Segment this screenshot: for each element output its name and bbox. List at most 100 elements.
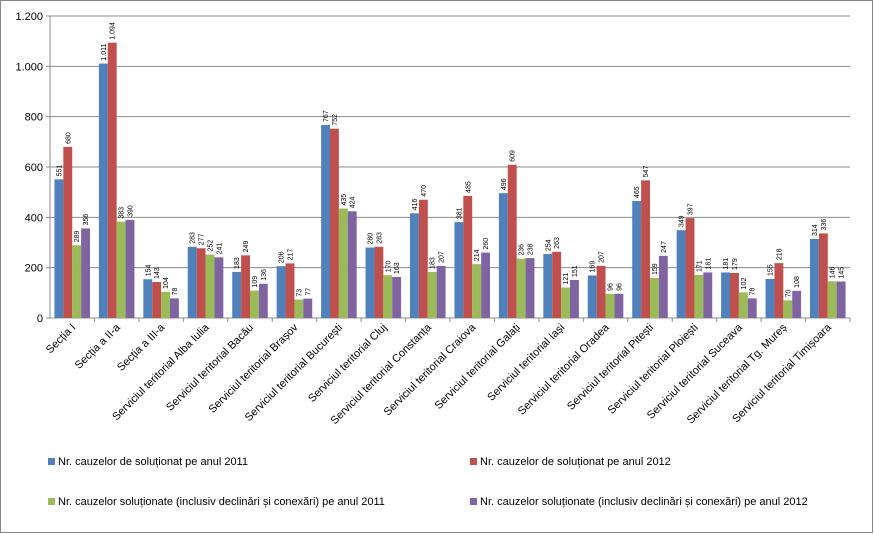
data-label: 551 [56,165,63,177]
bar [54,179,64,318]
bar [614,293,624,318]
data-label: 336 [821,219,828,231]
data-label: 277 [199,234,206,246]
data-label: 397 [688,203,695,215]
bar [596,265,606,318]
data-label: 183 [430,257,437,269]
data-label: 767 [323,110,330,122]
bar [258,283,268,318]
y-tick-label: 1.000 [15,61,43,73]
data-label: 145 [839,267,846,279]
bar [703,272,713,318]
data-label: 70 [785,289,792,297]
bar [321,124,330,318]
y-tick-label: 600 [25,162,43,174]
data-label: 547 [643,166,650,178]
data-label: 465 [634,186,641,198]
bar [214,257,224,318]
legend-label: Nr. cauzelor soluționate (inclusiv decli… [480,496,808,508]
data-label: 207 [439,251,446,263]
bar [525,258,535,318]
bar [632,200,642,318]
data-label: 356 [83,214,90,226]
bar [205,254,215,318]
bar [685,218,695,318]
data-label: 289 [74,230,81,242]
bar [170,298,179,318]
data-label: 283 [376,232,383,244]
data-label: 247 [661,241,668,253]
bar [125,219,135,318]
legend-swatch [48,498,55,505]
bar [658,255,668,318]
bar [747,298,757,318]
data-label: 263 [554,237,561,249]
data-label: 241 [216,243,223,255]
bar [765,278,775,318]
data-label: 104 [163,277,170,289]
bar [392,276,402,318]
data-label: 496 [501,178,508,190]
data-label: 252 [208,240,215,252]
data-label: 169 [590,261,597,273]
bar [552,251,562,318]
bar [81,228,90,318]
legend-label: Nr. cauzelor soluționate (inclusiv decli… [58,496,385,508]
data-label: 383 [119,207,126,219]
data-label: 218 [776,248,783,260]
data-label: 96 [616,283,623,291]
data-label: 485 [465,181,472,193]
bar [516,258,526,318]
bar [285,263,295,318]
bar [454,222,464,318]
bar [338,208,348,318]
bar [641,180,650,318]
y-tick-label: 1.200 [15,11,43,23]
data-label: 390 [128,205,135,217]
y-tick-label: 0 [37,313,43,325]
bar [783,300,793,318]
data-label: 609 [510,150,517,162]
bar [836,281,846,318]
bar [161,291,170,318]
bar [587,275,597,318]
bar [676,230,686,318]
data-label: 314 [812,224,819,236]
data-label: 154 [145,264,152,276]
bar [774,263,784,318]
bar [294,299,304,318]
data-label: 254 [545,239,552,251]
data-label: 171 [696,260,703,272]
data-label: 96 [608,283,615,291]
y-tick-label: 800 [25,112,43,124]
data-label: 170 [385,260,392,272]
legend-swatch [470,458,477,465]
data-label: 1.094 [110,22,117,40]
bar [498,193,508,318]
bar [427,271,437,318]
bar [561,287,570,318]
legend-swatch [48,458,55,465]
legend-swatch [470,498,477,505]
data-label: 181 [705,258,712,270]
data-label: 143 [154,267,161,279]
bar [241,255,250,318]
data-label: 146 [830,266,837,278]
data-label: 214 [474,249,481,261]
data-label: 183 [234,257,241,269]
bar [472,264,482,318]
bar [507,164,517,318]
bar [143,279,153,318]
data-label: 136 [261,269,268,281]
y-tick-label: 400 [25,212,43,224]
bar [383,275,393,318]
data-label: 424 [350,197,357,209]
bar [792,290,802,318]
data-label: 217 [288,249,295,261]
data-label: 207 [599,251,606,263]
data-label: 77 [305,288,312,296]
data-label: 416 [412,199,419,211]
y-tick-label: 200 [25,263,43,275]
